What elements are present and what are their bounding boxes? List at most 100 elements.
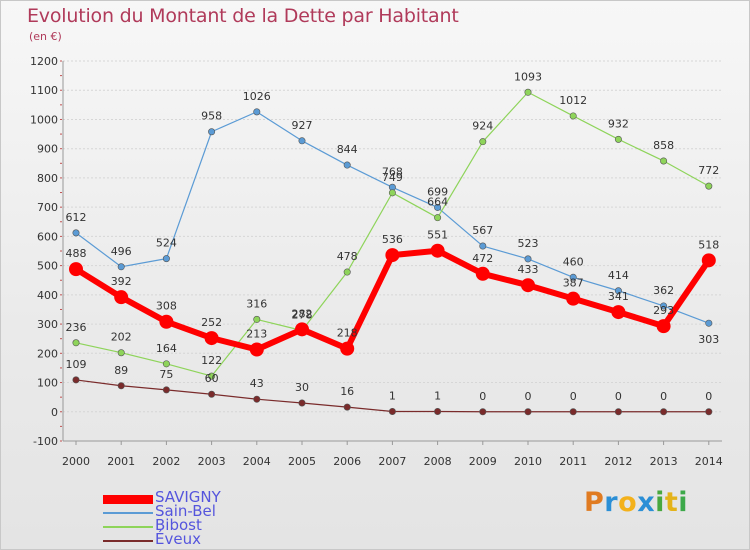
- data-label: 768: [382, 165, 403, 178]
- data-point: [72, 229, 80, 237]
- data-label: 278: [292, 309, 313, 322]
- legend-swatch: [103, 512, 153, 514]
- legend-label: Bibost: [155, 516, 202, 534]
- y-tick-label: 500: [37, 260, 58, 273]
- data-label: 478: [337, 250, 358, 263]
- data-point: [705, 408, 713, 416]
- x-tick-label: 2005: [288, 455, 316, 468]
- data-point: [117, 349, 125, 357]
- data-label: 0: [615, 390, 622, 403]
- data-label: 612: [66, 211, 87, 224]
- logo-letter: o: [618, 487, 638, 518]
- data-point: [521, 278, 535, 293]
- x-tick-label: 2003: [198, 455, 226, 468]
- data-point: [479, 408, 487, 416]
- data-label: 303: [698, 333, 719, 346]
- data-label: 202: [111, 331, 132, 344]
- chart-title: Evolution du Montant de la Dette par Hab…: [27, 5, 459, 27]
- data-point: [159, 314, 174, 329]
- data-point: [343, 268, 351, 276]
- data-label: 1: [389, 389, 396, 402]
- x-tick-label: 2012: [604, 455, 632, 468]
- data-label: 236: [66, 321, 87, 334]
- data-label: 699: [427, 185, 448, 198]
- data-point: [660, 302, 668, 310]
- data-point: [253, 395, 261, 403]
- data-label: 109: [66, 358, 87, 371]
- data-label: 488: [66, 247, 87, 260]
- data-label: 122: [201, 354, 222, 367]
- data-point: [701, 253, 716, 268]
- data-point: [614, 135, 622, 143]
- data-label: 536: [382, 233, 403, 246]
- data-point: [479, 242, 487, 250]
- data-label: 213: [246, 328, 267, 341]
- data-label: 749: [382, 171, 403, 184]
- chart-subtitle: (en €): [29, 30, 62, 43]
- data-point: [298, 399, 306, 407]
- y-tick-label: 1200: [30, 55, 58, 68]
- data-point: [208, 128, 216, 136]
- data-label: 252: [201, 316, 222, 329]
- x-tick-label: 2001: [107, 455, 135, 468]
- data-label: 60: [205, 372, 219, 385]
- data-point: [524, 255, 532, 263]
- y-tick-label: 100: [37, 377, 58, 390]
- data-label: 1026: [243, 90, 271, 103]
- data-point: [72, 376, 80, 384]
- data-point: [72, 339, 80, 347]
- data-point: [117, 263, 125, 271]
- data-label: 218: [337, 327, 358, 340]
- data-point: [162, 360, 170, 368]
- data-label: 664: [427, 196, 448, 209]
- data-label: 551: [427, 229, 448, 242]
- data-label: 341: [608, 290, 629, 303]
- data-point: [434, 203, 442, 211]
- data-label: 1012: [559, 94, 587, 107]
- y-tick-label: 1100: [30, 84, 58, 97]
- data-point: [569, 273, 577, 281]
- x-tick-label: 2009: [469, 455, 497, 468]
- data-point: [614, 408, 622, 416]
- data-label: 387: [563, 277, 584, 290]
- data-label: 362: [653, 284, 674, 297]
- x-tick-label: 2014: [695, 455, 723, 468]
- data-point: [434, 407, 442, 415]
- x-tick-label: 2010: [514, 455, 542, 468]
- data-label: 772: [698, 164, 719, 177]
- logo-letter: r: [604, 487, 619, 518]
- data-label: 16: [340, 385, 354, 398]
- data-point: [566, 291, 581, 306]
- data-label: 433: [518, 263, 539, 276]
- data-point: [298, 137, 306, 145]
- data-label: 43: [250, 377, 264, 390]
- logo-letter: P: [584, 487, 605, 518]
- x-tick-label: 2007: [378, 455, 406, 468]
- data-point: [343, 403, 351, 411]
- y-tick-label: 800: [37, 172, 58, 185]
- y-tick-label: -100: [33, 435, 58, 448]
- data-point: [388, 407, 396, 415]
- data-point: [295, 322, 309, 337]
- data-point: [660, 157, 668, 165]
- data-label: 958: [201, 110, 222, 123]
- y-tick-label: 700: [37, 201, 58, 214]
- y-tick-label: 1000: [30, 113, 58, 126]
- x-tick-label: 2002: [152, 455, 180, 468]
- data-label: 518: [698, 238, 719, 251]
- data-label: 496: [111, 245, 132, 258]
- data-point: [69, 262, 83, 277]
- data-label: 164: [156, 342, 177, 355]
- data-point: [253, 315, 261, 323]
- data-label: 567: [472, 224, 493, 237]
- data-label: 414: [608, 269, 629, 282]
- data-point: [614, 287, 622, 295]
- data-label: 523: [518, 237, 539, 250]
- data-label: 924: [472, 120, 493, 133]
- y-tick-label: 600: [37, 230, 58, 243]
- legend-label: SAVIGNY: [155, 488, 221, 506]
- data-label: 0: [660, 390, 667, 403]
- data-label: 293: [653, 304, 674, 317]
- data-label: 89: [114, 364, 128, 377]
- data-point: [385, 248, 400, 263]
